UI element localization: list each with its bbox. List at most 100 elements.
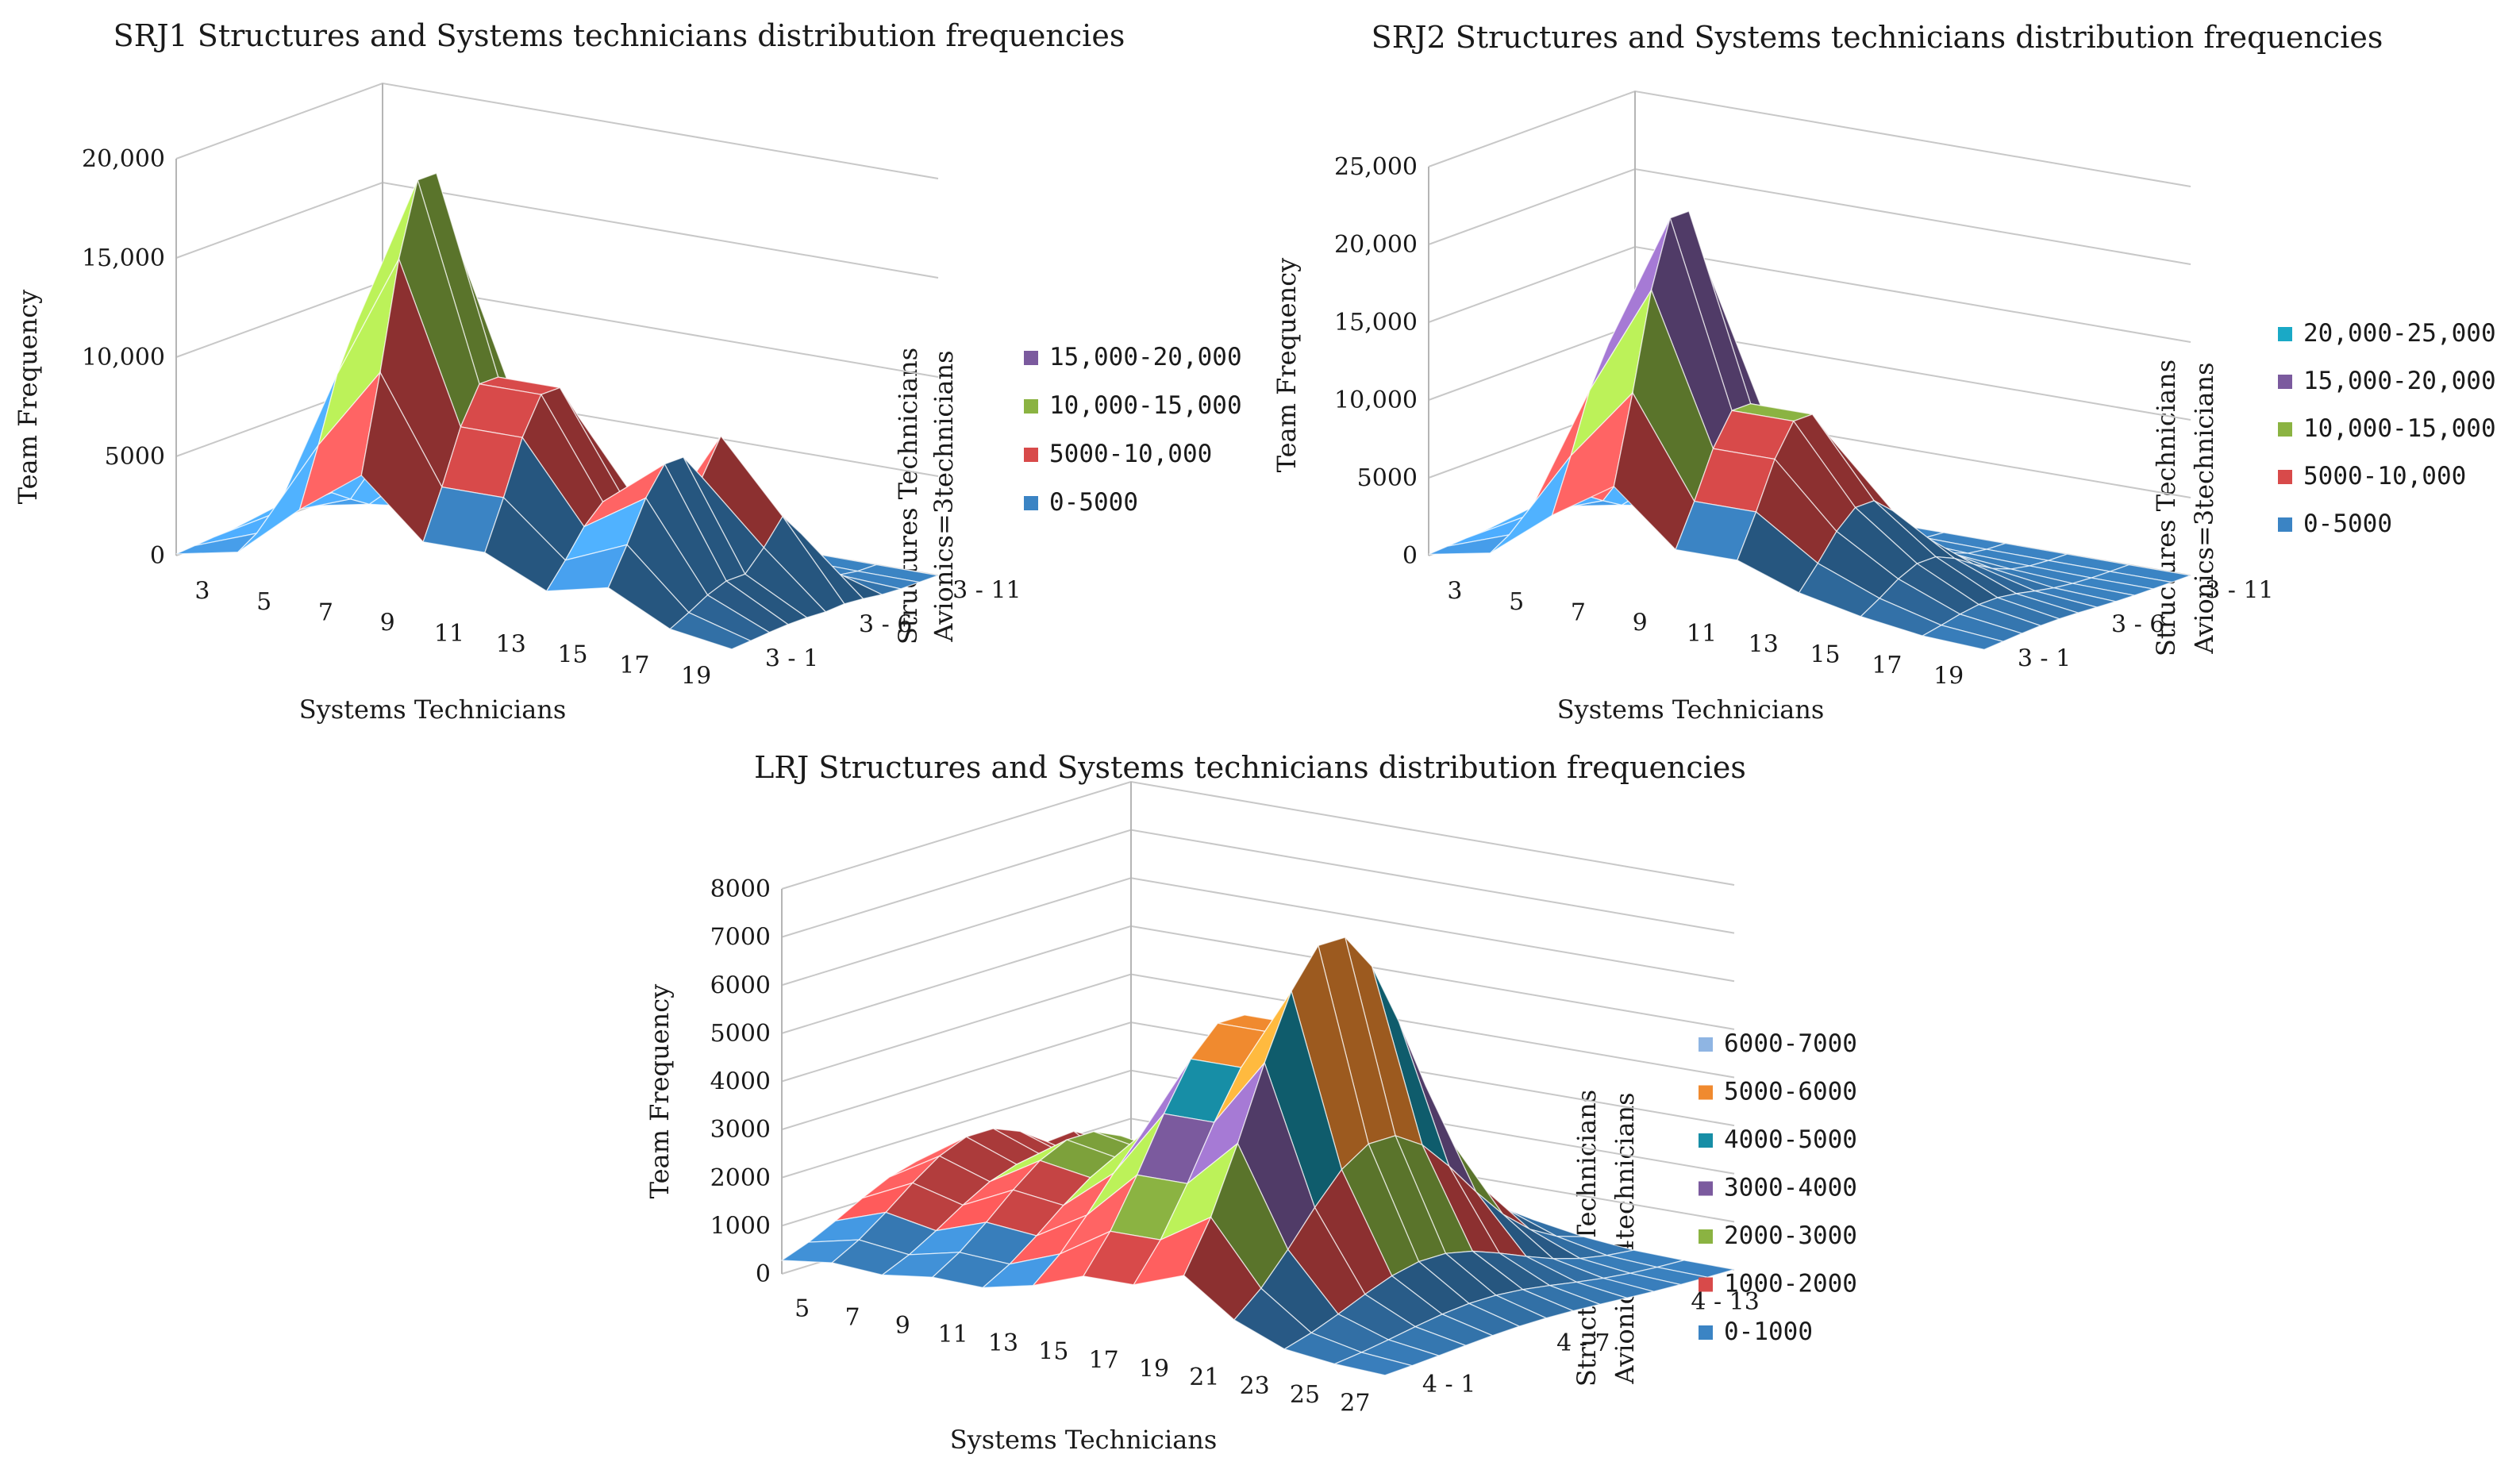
z-tick-label: 20,000 (1334, 231, 1418, 259)
depth-tick-label: 3 - 11 (952, 576, 1021, 604)
gridline (781, 780, 1735, 890)
legend-label: 0-5000 (1049, 488, 1138, 517)
gridline (1428, 167, 2191, 265)
x-tick-label: 17 (1872, 652, 1902, 679)
x-tick-label: 7 (1571, 598, 1586, 626)
x-tick-label: 7 (318, 598, 333, 626)
gridline (1428, 245, 2191, 343)
x-tick-label: 11 (938, 1321, 968, 1348)
gridline (1428, 90, 2191, 187)
legend-label: 3000-4000 (1724, 1174, 1857, 1202)
x-tick-label: 3 (1447, 578, 1462, 606)
legend-swatch (2278, 327, 2292, 341)
legend-label: 1000-2000 (1724, 1270, 1857, 1298)
depth-tick-label: 4 - 13 (1691, 1288, 1759, 1316)
surface-facet (1921, 625, 2005, 651)
z-tick-label: 6000 (710, 971, 771, 999)
legend-swatch (1699, 1277, 1713, 1292)
depth-tick-label: 3 - 1 (2018, 645, 2071, 673)
legend-label: 20,000-25,000 (2303, 319, 2496, 348)
z-tick-label: 8000 (710, 875, 771, 903)
depth-axis-label-line1: Structures Technicians (893, 348, 923, 644)
z-tick-label: 15,000 (82, 244, 165, 272)
legend-swatch (1699, 1085, 1713, 1100)
legend: 20,000-25,000 15,000-20,000 10,000-15,000 5… (2278, 319, 2496, 538)
x-tick-label: 5 (256, 588, 271, 616)
gridline (175, 181, 939, 279)
legend-swatch (1024, 351, 1038, 365)
depth-axis-label-line2: Avionics=3technicians (929, 350, 959, 642)
legend-swatch (1699, 1229, 1713, 1244)
x-tick-label: 15 (1038, 1338, 1068, 1366)
z-tick-label: 15,000 (1334, 309, 1418, 337)
chart-lrj: LRJ Structures and Systems technicians d… (644, 750, 1857, 1455)
x-tick-label: 17 (1089, 1346, 1119, 1374)
legend-swatch (1699, 1181, 1713, 1196)
legend-label: 15,000-20,000 (2303, 367, 2496, 395)
x-tick-label: 19 (681, 662, 711, 690)
legend-swatch (2278, 422, 2292, 437)
x-tick-label: 21 (1189, 1364, 1219, 1391)
z-tick-label: 5000 (710, 1020, 771, 1048)
depth-axis-label-line2: Avionics=3technicians (2189, 362, 2219, 654)
legend: 15,000-20,000 10,000-15,000 5000-10,000 0-5… (1024, 343, 1242, 517)
legend-swatch (1699, 1037, 1713, 1052)
x-tick-label: 9 (895, 1312, 910, 1340)
z-tick-label: 25,000 (1334, 153, 1418, 181)
gridline (781, 877, 1735, 987)
z-tick-label: 0 (150, 542, 165, 570)
y-axis-label: Team Frequency (13, 290, 43, 504)
depth-tick-label: 3 - 11 (2205, 576, 2273, 604)
surface-facet (1333, 1352, 1414, 1376)
x-tick-label: 17 (619, 652, 649, 679)
gridline (1428, 323, 2191, 421)
x-tick-label: 9 (1633, 610, 1648, 637)
chart-title: SRJ1 Structures and Systems technicians … (113, 18, 1125, 53)
x-tick-label: 19 (1139, 1355, 1169, 1383)
chart-srj1: SRJ1 Structures and Systems technicians … (13, 18, 1242, 725)
legend-label: 15,000-20,000 (1049, 343, 1242, 371)
legend-label: 4000-5000 (1724, 1125, 1857, 1154)
legend-swatch (1024, 399, 1038, 414)
z-tick-label: 3000 (710, 1116, 771, 1144)
legend-label: 0-5000 (2303, 510, 2392, 538)
x-tick-label: 3 (194, 578, 210, 606)
x-tick-label: 15 (557, 641, 587, 669)
x-axis-label: Systems Technicians (1557, 694, 1825, 725)
depth-tick-label: 3 - 6 (2111, 611, 2164, 639)
x-tick-label: 11 (434, 620, 464, 648)
legend-label: 5000-10,000 (2303, 462, 2466, 490)
legend-swatch (1024, 496, 1038, 510)
z-tick-label: 2000 (710, 1164, 771, 1192)
x-tick-label: 7 (844, 1303, 860, 1331)
x-axis-label: Systems Technicians (950, 1425, 1218, 1455)
depth-tick-label: 3 - 1 (765, 645, 818, 673)
x-tick-label: 13 (496, 630, 526, 658)
x-tick-label: 13 (1749, 630, 1779, 658)
z-tick-label: 4000 (710, 1068, 771, 1096)
x-tick-label: 15 (1810, 641, 1840, 669)
legend-label: 10,000-15,000 (1049, 391, 1242, 420)
gridline (175, 280, 939, 378)
legend-label: 6000-7000 (1724, 1029, 1857, 1058)
x-tick-label: 9 (380, 610, 395, 637)
legend-swatch (2278, 517, 2292, 532)
chart-title: SRJ2 Structures and Systems technicians … (1372, 20, 2383, 55)
gridline (781, 829, 1735, 938)
legend-swatch (1024, 448, 1038, 462)
z-tick-label: 20,000 (82, 145, 165, 173)
legend-swatch (1699, 1325, 1713, 1340)
gridline (175, 82, 939, 179)
surface-plot: 0 5000 10,000 15,000 20,000 3 5 7 9 11 13 15 17 19 3 -… (82, 82, 1021, 690)
z-tick-label: 1000 (710, 1212, 771, 1240)
surface-facet (668, 612, 752, 650)
x-tick-label: 5 (794, 1294, 810, 1322)
x-tick-label: 25 (1290, 1381, 1320, 1409)
legend-label: 5000-6000 (1724, 1078, 1857, 1106)
z-tick-label: 10,000 (82, 344, 165, 371)
x-tick-label: 23 (1240, 1372, 1270, 1400)
z-tick-label: 5000 (105, 443, 165, 471)
surface-plot: 0 1000 2000 3000 4000 5000 6000 7000 8000 5 7 9 11 13… (710, 780, 1760, 1418)
depth-tick-label: 3 - 6 (859, 611, 912, 639)
x-axis-label: Systems Technicians (299, 694, 567, 725)
